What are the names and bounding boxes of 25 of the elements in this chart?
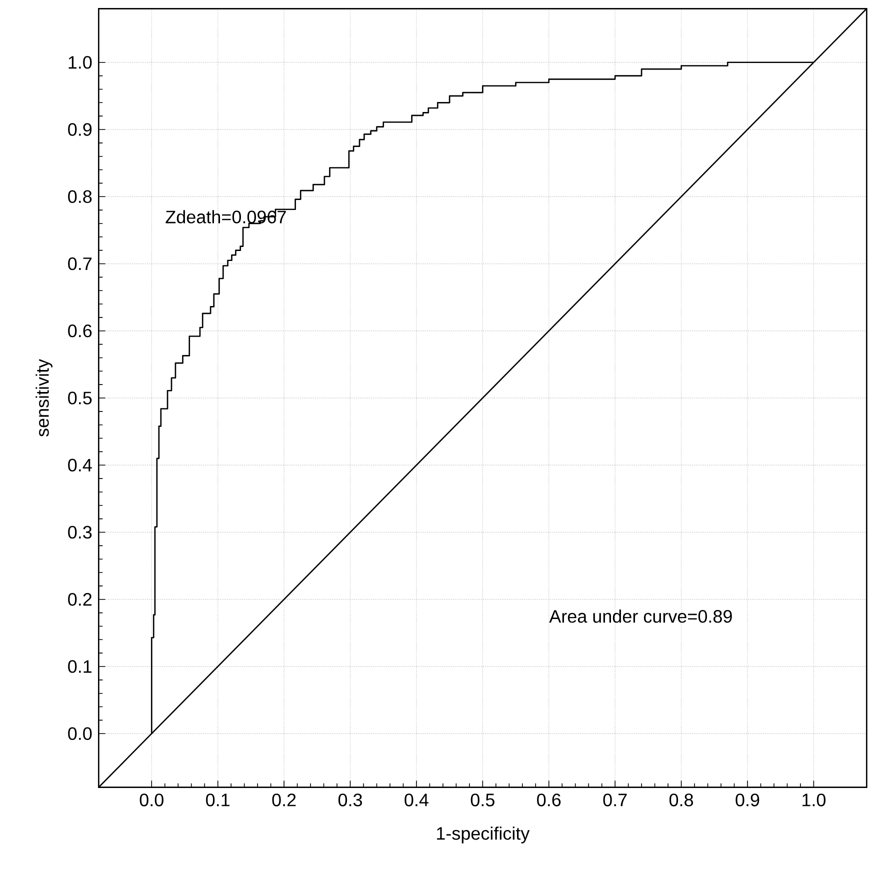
y-tick-label: 0.6 <box>68 324 92 338</box>
x-tick-label: 0.3 <box>338 794 362 806</box>
y-tick-label: 0.7 <box>68 257 92 270</box>
x-axis-title: 1-specificity <box>437 826 530 844</box>
y-tick-label: 0.4 <box>68 458 92 472</box>
y-tick-label: 0.0 <box>68 727 92 740</box>
annotation: Area under curve=0.89 <box>549 610 732 623</box>
y-tick-label: 0.1 <box>68 660 92 673</box>
x-tick-label: 0.9 <box>736 794 760 806</box>
y-tick-label: 0.8 <box>68 190 92 203</box>
y-tick-label: 0.2 <box>68 593 92 606</box>
y-tick-label: 0.3 <box>68 526 92 539</box>
x-tick-label: 0.6 <box>537 794 561 806</box>
y-tick-label: 1.0 <box>68 56 92 69</box>
y-axis-title: sensitivity <box>36 359 52 437</box>
x-tick-label: 0.2 <box>272 794 296 806</box>
x-tick-label: 0.5 <box>470 794 494 806</box>
y-tick-label: 0.5 <box>68 392 92 404</box>
y-tick-label: 0.9 <box>68 123 92 136</box>
x-tick-label: 0.8 <box>669 794 693 806</box>
x-tick-label: 0.1 <box>206 794 230 806</box>
x-tick-label: 0.0 <box>140 794 164 806</box>
x-tick-label: 1.0 <box>802 794 826 806</box>
x-tick-label: 0.4 <box>404 794 428 806</box>
x-tick-label: 0.7 <box>603 794 627 806</box>
